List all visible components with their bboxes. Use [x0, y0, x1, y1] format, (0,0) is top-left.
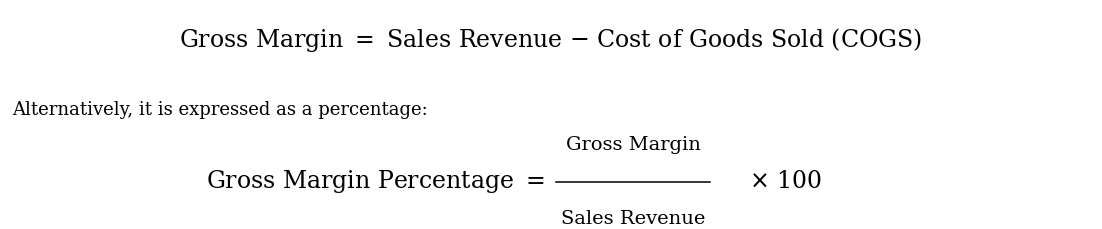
- Text: Sales Revenue: Sales Revenue: [561, 210, 705, 228]
- Text: Gross Margin $=$ Sales Revenue $-$ Cost of Goods Sold (COGS): Gross Margin $=$ Sales Revenue $-$ Cost …: [180, 27, 922, 55]
- Text: $\times$ 100: $\times$ 100: [749, 170, 822, 193]
- Text: Alternatively, it is expressed as a percentage:: Alternatively, it is expressed as a perc…: [12, 101, 429, 119]
- Text: Gross Margin Percentage $=$: Gross Margin Percentage $=$: [206, 168, 544, 195]
- Text: Gross Margin: Gross Margin: [566, 136, 701, 154]
